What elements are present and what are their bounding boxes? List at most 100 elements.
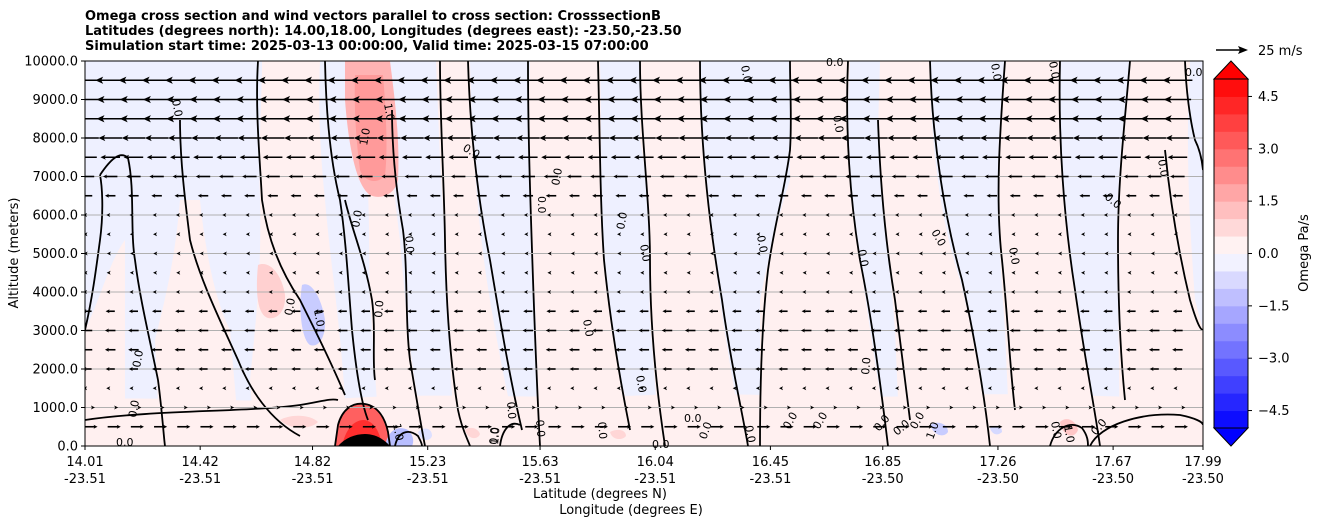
wind-vector — [427, 174, 443, 179]
wind-vector — [1163, 95, 1192, 104]
wind-vector — [779, 290, 784, 294]
wind-vector — [1127, 213, 1132, 217]
wind-vector — [686, 232, 691, 237]
wind-vector — [639, 213, 644, 217]
wind-vector — [895, 251, 900, 256]
wind-vector — [291, 213, 296, 217]
wind-vector — [1150, 290, 1155, 294]
wind-vector — [562, 134, 586, 142]
wind-vector — [755, 367, 765, 371]
wind-vector — [710, 251, 715, 256]
wind-vector — [423, 134, 447, 142]
wind-vector — [478, 251, 483, 256]
wind-vector — [477, 270, 482, 275]
wind-vector — [183, 405, 188, 410]
wind-vector — [1127, 232, 1132, 237]
wind-vector — [176, 251, 181, 256]
wind-vector — [219, 174, 234, 179]
wind-vector — [1056, 309, 1066, 314]
wind-vector — [385, 270, 390, 275]
y-tick-label: 7000.0 — [33, 170, 79, 185]
wind-vector — [870, 193, 882, 198]
x-axis: 14.01 -23.51 14.42 -23.51 14.82 -23.51 15.23 -2… — [64, 446, 1224, 487]
wind-vector — [1080, 367, 1090, 371]
wind-vector — [1104, 251, 1109, 256]
wind-vector — [404, 174, 419, 179]
wind-vector — [891, 174, 907, 179]
wind-vector — [1049, 134, 1074, 142]
wind-vector — [230, 405, 235, 410]
contour-label-one: 1.0 — [311, 308, 327, 327]
colorbar-band — [1214, 218, 1248, 237]
wind-vector — [802, 270, 807, 275]
wind-vector — [430, 367, 440, 371]
wind-vector — [237, 134, 262, 142]
colorbar-tick-label: 1.5 — [1258, 195, 1279, 210]
wind-vector — [1054, 174, 1069, 179]
wind-vector — [755, 290, 760, 294]
wind-vector — [262, 154, 283, 160]
wind-vector — [524, 232, 529, 237]
wind-vector — [429, 328, 441, 333]
wind-vector — [361, 270, 366, 275]
wind-vector — [361, 386, 366, 391]
wind-vector — [545, 328, 557, 333]
wind-vector — [100, 154, 120, 160]
wind-vector — [802, 213, 807, 217]
x-tick-label-lon: -23.51 — [64, 472, 106, 487]
wind-vector — [918, 213, 923, 217]
wind-vector — [1034, 290, 1039, 294]
y-tick-label: 6000.0 — [33, 209, 79, 224]
colorbar-band — [1214, 340, 1248, 359]
wind-vector — [332, 154, 352, 160]
wind-vector — [291, 290, 296, 294]
wind-vector — [85, 270, 88, 275]
wind-vector — [1148, 347, 1160, 352]
wind-vector — [322, 405, 327, 410]
wind-vector — [431, 232, 436, 237]
wind-vector — [982, 154, 1002, 160]
wind-vector — [309, 154, 329, 160]
wind-vector — [222, 232, 227, 237]
wind-vector — [446, 134, 470, 142]
wind-vector — [608, 134, 633, 142]
wind-vector — [1056, 328, 1067, 333]
contour-label: 0.0 — [742, 424, 758, 443]
x-axis-label-longitude: Longitude (degrees E) — [559, 503, 703, 518]
wind-vector — [376, 134, 401, 142]
y-axis: 0.0 1000.0 2000.0 3000.0 4000.0 5000.0 6000.0 7… — [24, 55, 85, 455]
wind-vector — [497, 174, 512, 179]
wind-vector — [85, 213, 88, 217]
wind-vector — [731, 193, 742, 198]
wind-vector — [958, 154, 979, 160]
wind-vector — [638, 193, 650, 198]
quiver-key-label: 25 m/s — [1258, 44, 1303, 59]
wind-vector — [1105, 424, 1119, 429]
wind-vector — [123, 154, 144, 160]
wind-vector — [431, 213, 436, 217]
wind-vector — [197, 193, 209, 198]
wind-vector — [200, 424, 214, 429]
wind-vector — [476, 193, 487, 198]
wind-vector — [918, 270, 923, 275]
wind-vector — [206, 405, 211, 410]
wind-vector — [786, 405, 791, 410]
wind-vector — [406, 328, 418, 333]
contour-label: 0.0 — [697, 420, 715, 441]
wind-vector — [1173, 290, 1178, 294]
wind-vector — [683, 174, 698, 179]
contour-label: 0.0 — [1048, 420, 1064, 439]
wind-vector — [964, 290, 969, 294]
wind-vector — [824, 367, 834, 371]
wind-vector — [826, 424, 840, 429]
wind-vector — [1032, 328, 1044, 333]
wind-vector — [311, 174, 327, 179]
wind-vector — [708, 347, 719, 352]
wind-vector — [547, 386, 552, 391]
wind-vector — [128, 193, 139, 198]
wind-vector — [661, 193, 673, 198]
wind-vector — [316, 424, 330, 429]
wind-vector — [1011, 386, 1016, 391]
wind-vector — [613, 174, 628, 179]
wind-vector — [268, 290, 273, 294]
